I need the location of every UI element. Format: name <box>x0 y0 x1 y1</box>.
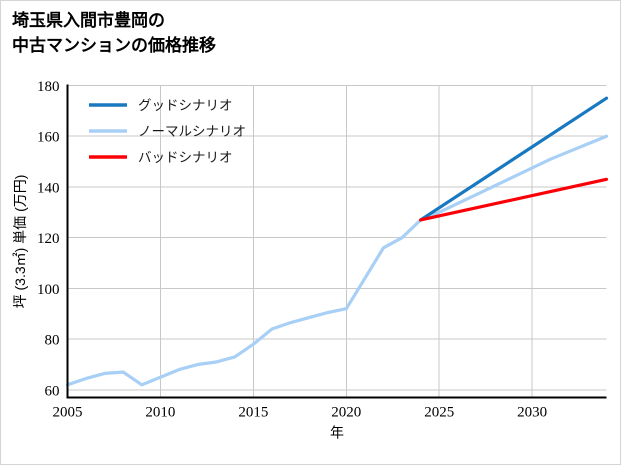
x-axis-tick-labels: 2005 2010 2015 2020 2025 2030 <box>53 405 548 421</box>
x-tick-label: 2005 <box>53 405 83 421</box>
y-tick-label: 160 <box>37 130 60 146</box>
y-axis-tick-labels: 60 80 100 120 140 160 180 <box>37 79 60 399</box>
legend-label-good: グッドシナリオ <box>138 98 233 113</box>
x-axis-title: 年 <box>330 425 344 441</box>
x-tick-label: 2025 <box>424 405 454 421</box>
axis-spines <box>66 84 607 399</box>
y-tick-label: 120 <box>37 231 60 247</box>
x-tick-label: 2010 <box>145 405 175 421</box>
y-tick-label: 140 <box>37 180 60 196</box>
x-tick-label: 2030 <box>517 405 547 421</box>
series-line-bad <box>419 177 609 222</box>
series-layer <box>65 96 609 387</box>
series-line-normal <box>65 134 609 387</box>
series-line-good <box>419 96 609 222</box>
legend-label-bad: バッドシナリオ <box>138 150 233 165</box>
y-tick-label: 100 <box>37 282 60 298</box>
x-tick-label: 2015 <box>238 405 268 421</box>
y-tick-label: 180 <box>37 79 60 95</box>
page-title: 埼玉県入間市豊岡の 中古マンションの価格推移 <box>12 11 216 55</box>
legend-label-normal: ノーマルシナリオ <box>138 124 246 139</box>
x-tick-label: 2020 <box>331 405 361 421</box>
y-axis-title: 坪 (3.3㎡) 単価 (万円) <box>12 175 28 309</box>
y-tick-label: 80 <box>45 333 60 349</box>
axis-titles: 年 坪 (3.3㎡) 単価 (万円) <box>12 175 344 441</box>
y-tick-label: 60 <box>45 383 60 399</box>
